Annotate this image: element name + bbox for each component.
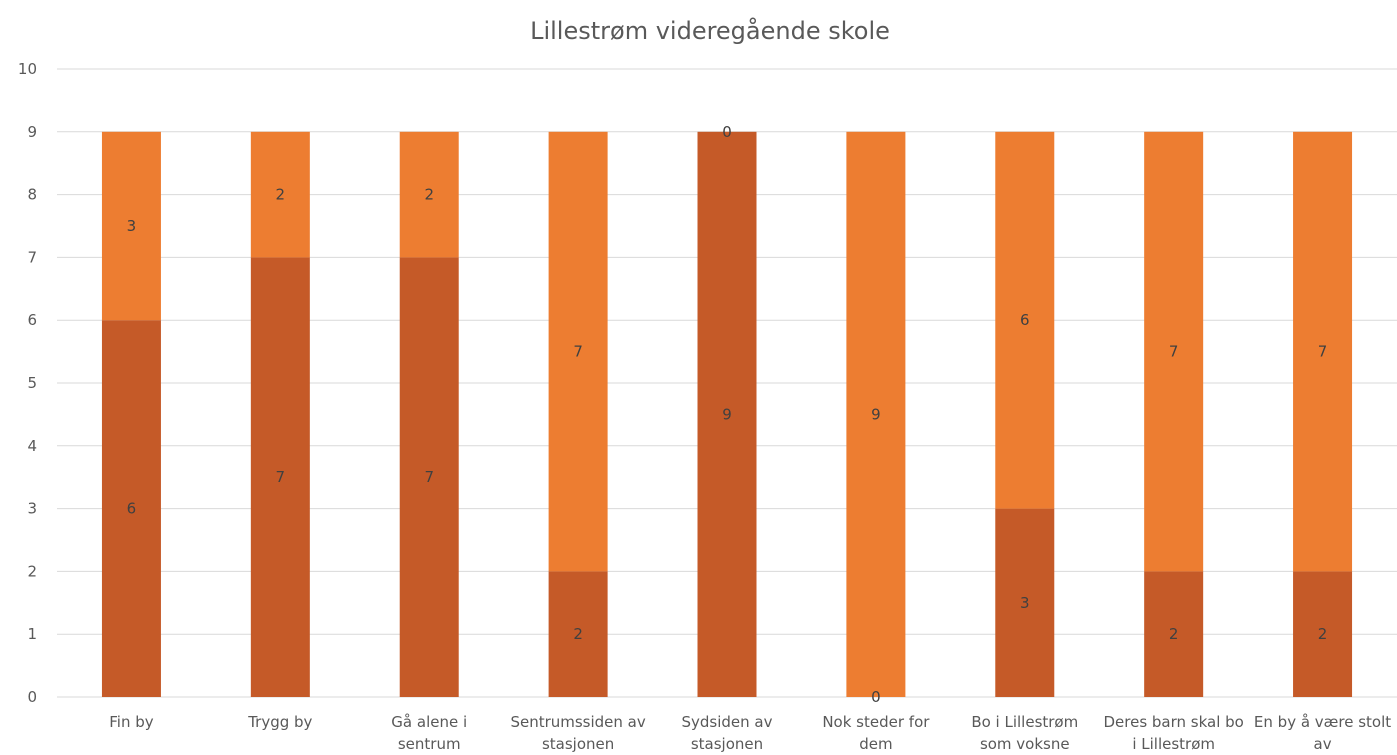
bar-segment-4-series-2	[548, 131, 608, 572]
bar-segment-2-series-1	[250, 257, 310, 697]
bars	[101, 131, 1353, 698]
data-label-3-series-2: 2	[424, 186, 434, 204]
y-tick-label-9: 9	[27, 123, 37, 141]
bar-segment-3-series-2	[399, 131, 459, 258]
bar-segment-1-series-2	[101, 131, 161, 321]
y-tick-label-0: 0	[27, 688, 37, 706]
x-category-label-3: Gå alene i sentrum	[391, 713, 467, 753]
data-label-7-series-1: 3	[1020, 594, 1030, 612]
data-label-5-series-2: 0	[722, 123, 732, 141]
y-tick-label-7: 7	[27, 248, 37, 266]
chart-title: Lillestrøm videregående skole	[530, 16, 890, 45]
x-category-label-9: En by å være stolt av	[1254, 713, 1391, 753]
data-label-1-series-2: 3	[127, 217, 137, 235]
bar-segment-8-series-1	[1144, 571, 1204, 697]
y-tick-label-2: 2	[27, 562, 37, 580]
bar-segment-5-series-1	[697, 131, 757, 698]
x-category-label-5: Sydsiden av stasjonen	[682, 713, 773, 753]
y-tick-label-4: 4	[27, 437, 37, 455]
x-category-label-2: Trygg by	[247, 713, 312, 731]
y-axis-tick-labels: 0 1 2 3 4 5 6 7 8 9 10	[18, 60, 37, 706]
data-label-3-series-1: 7	[424, 468, 434, 486]
data-label-6-series-2: 9	[871, 405, 881, 423]
data-label-2-series-2: 2	[276, 186, 286, 204]
bar-segment-1-series-1	[101, 320, 161, 697]
x-category-label-4: Sentrumssiden av stasjonen	[510, 713, 645, 753]
data-labels: 6 3 7 2 7 2 2 7 9 0 0 9 3 6 2 7 2 7	[127, 123, 1328, 706]
data-label-8-series-2: 7	[1169, 343, 1179, 361]
x-category-label-6: Nok steder for dem	[822, 713, 930, 753]
data-label-4-series-2: 7	[573, 343, 583, 361]
y-tick-label-6: 6	[27, 311, 37, 329]
x-category-label-8: Deres barn skal bo i Lillestrøm	[1103, 713, 1243, 753]
bar-segment-9-series-1	[1293, 571, 1353, 697]
y-tick-label-1: 1	[27, 625, 37, 643]
y-tick-label-5: 5	[27, 374, 37, 392]
bar-segment-2-series-2	[250, 131, 310, 258]
x-category-label-1: Fin by	[109, 713, 154, 731]
bar-segment-7-series-2	[995, 131, 1055, 509]
y-tick-label-10: 10	[18, 60, 37, 78]
data-label-5-series-1: 9	[722, 405, 732, 423]
data-label-8-series-1: 2	[1169, 625, 1179, 643]
data-label-1-series-1: 6	[127, 500, 137, 518]
data-label-9-series-2: 7	[1318, 343, 1328, 361]
bar-segment-6-series-2	[846, 131, 906, 698]
data-label-4-series-1: 2	[573, 625, 583, 643]
x-category-label-7: Bo i Lillestrøm som voksne	[971, 713, 1078, 753]
bar-segment-8-series-2	[1144, 131, 1204, 572]
data-label-9-series-1: 2	[1318, 625, 1328, 643]
bar-segment-9-series-2	[1293, 131, 1353, 572]
data-label-7-series-2: 6	[1020, 311, 1030, 329]
y-tick-label-8: 8	[27, 186, 37, 204]
y-tick-label-3: 3	[27, 500, 37, 518]
data-label-6-series-1: 0	[871, 688, 881, 706]
bar-segment-4-series-1	[548, 571, 608, 697]
x-axis-category-labels: Fin by Trygg by Gå alene i sentrum Sentrumss…	[109, 713, 1391, 753]
data-label-2-series-1: 7	[276, 468, 286, 486]
bar-segment-3-series-1	[399, 257, 459, 697]
bar-segment-7-series-1	[995, 508, 1055, 697]
